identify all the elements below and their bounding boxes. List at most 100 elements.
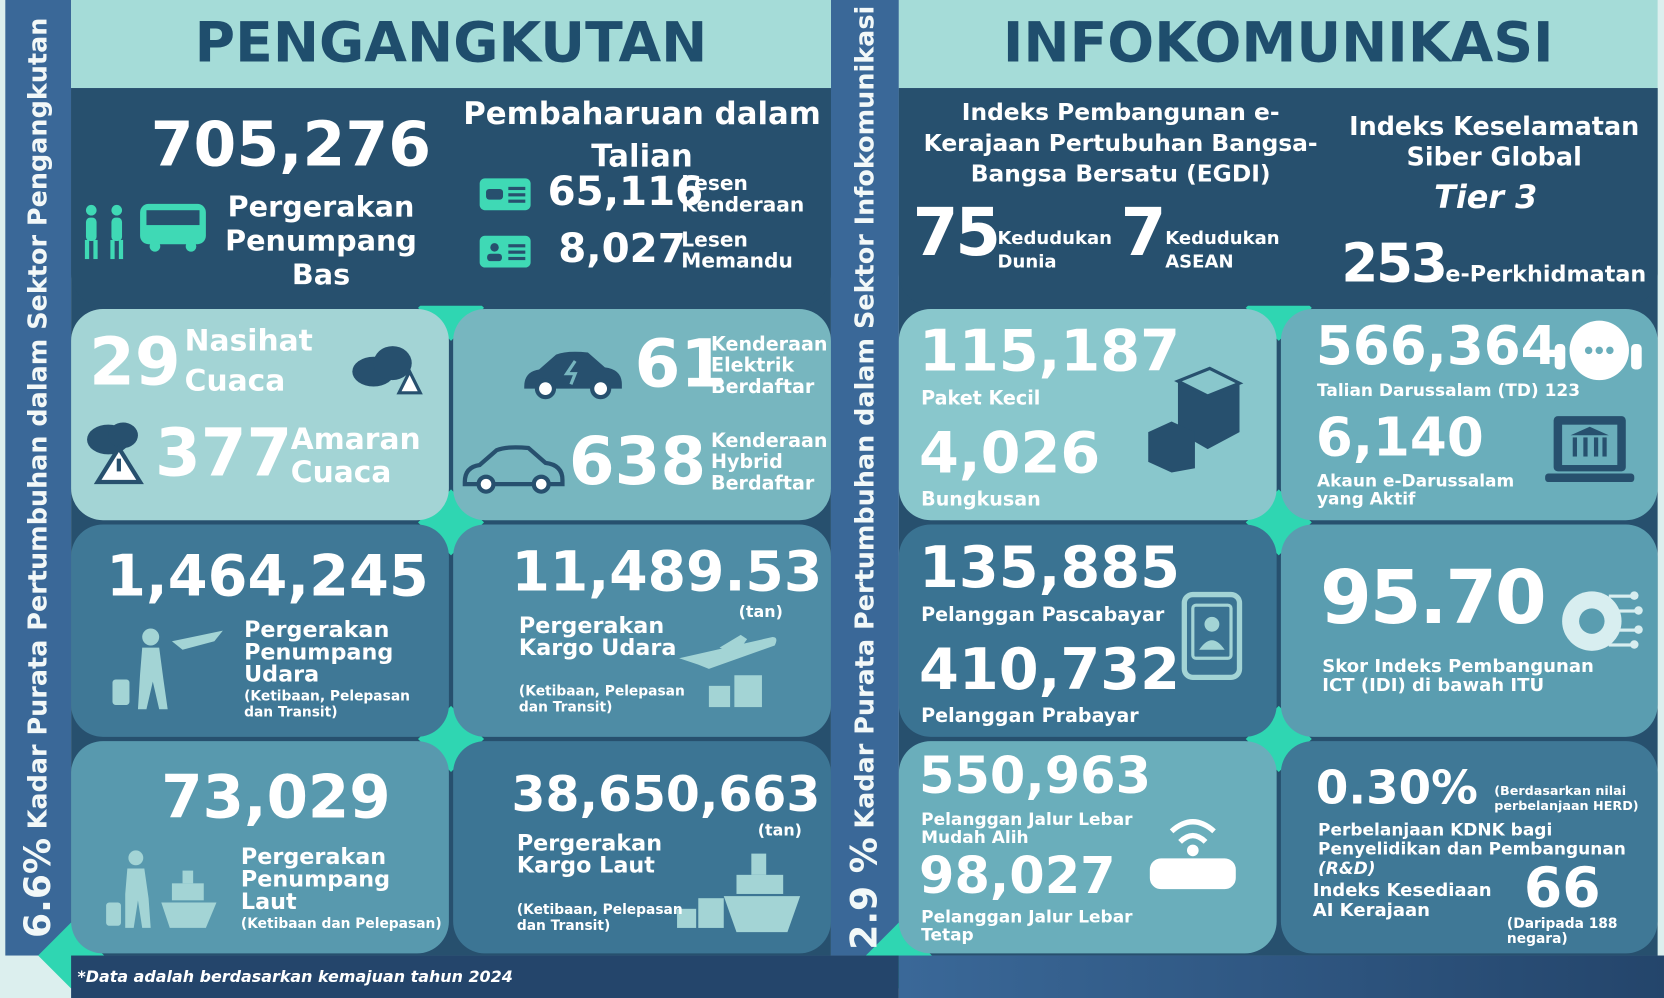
car-icon xyxy=(462,445,565,494)
stat-label: Kedudukan ASEAN xyxy=(1165,228,1280,273)
stat-value: 95.70 xyxy=(1320,554,1546,642)
stat-label: Pelanggan Jalur Lebar Mudah Alih xyxy=(921,809,1133,848)
stat-value: 65,116 xyxy=(547,167,704,215)
stat-value: 29 xyxy=(89,322,181,401)
stat-label: Lesen Memandu xyxy=(681,228,793,273)
stat-value: 98,027 xyxy=(919,846,1116,906)
ship-passenger-icon xyxy=(106,850,217,928)
stat-note: (Ketibaan, Pelepasan dan Transit) xyxy=(516,902,683,935)
sidebar xyxy=(5,0,72,956)
cell xyxy=(898,88,1658,306)
sidebar-value: 6.6% xyxy=(16,837,60,938)
stat-note: (Daripada 188 negara) xyxy=(1506,916,1618,948)
stat-label: Kenderaan Elektrik Berdaftar xyxy=(711,333,828,399)
stat-value: 410,732 xyxy=(919,635,1181,703)
cell xyxy=(453,524,831,737)
stat-label: Amaran Cuaca xyxy=(290,421,421,490)
footnote: *Data adalah berdasarkan kemajuan tahun … xyxy=(77,967,513,987)
section-title: Pembaharuan dalam Talian xyxy=(463,95,821,175)
stat-note: (Ketibaan, Pelepasan dan Transit) xyxy=(518,683,685,716)
header-band xyxy=(898,0,1658,89)
footer xyxy=(71,955,899,998)
helpdesk-icon xyxy=(1554,320,1642,381)
cell xyxy=(71,88,831,306)
stat-value: 115,187 xyxy=(919,317,1181,385)
cell xyxy=(898,741,1277,954)
stat-value: 705,276 xyxy=(150,108,432,181)
gear-icon xyxy=(1562,591,1643,651)
stat-note: (Ketibaan dan Pelepasan) xyxy=(240,916,442,933)
stat-label: Pergerakan Kargo Udara xyxy=(518,612,677,661)
stat-value: 73,029 xyxy=(161,763,391,833)
stat-value: 7 xyxy=(1120,193,1167,271)
parcel-icon xyxy=(1148,366,1244,473)
stat-note: (Berdasarkan nilai perbelanjaan HERD) xyxy=(1494,783,1639,814)
traveller-icon xyxy=(112,628,223,710)
header-title: INFOKOMUNIKASI xyxy=(1002,11,1554,76)
sidebar-text: 6.6% Kadar Purata Pertumbuhan dalam Sekto… xyxy=(6,17,70,938)
ship-cargo-icon xyxy=(677,853,801,933)
stat-label: Indeks Kesediaan AI Kerajaan xyxy=(1312,880,1492,922)
stat-value: 1,464,245 xyxy=(106,542,429,610)
stat-value: 38,650,663 xyxy=(511,765,821,823)
stat-label: Talian Darussalam (TD) 123 xyxy=(1316,380,1581,401)
stat-value: 8,027 xyxy=(558,225,686,272)
cargo-plane-icon xyxy=(679,634,777,708)
bus-icon xyxy=(84,203,206,260)
stat-value: 4,026 xyxy=(919,419,1101,487)
stat-label: Pelanggan Prabayar xyxy=(921,704,1139,728)
stat-label: Pergerakan Penumpang Laut xyxy=(240,844,391,915)
sidebar-value: 2.9 % xyxy=(843,837,887,950)
stat-value: 566,364 xyxy=(1315,315,1558,377)
footer xyxy=(898,955,1664,998)
router-icon xyxy=(1149,819,1236,890)
stat-label: Pergerakan Kargo Laut xyxy=(516,830,663,879)
stat-note: (Ketibaan, Pelepasan dan Transit) xyxy=(244,689,410,721)
sidebar-label: Kadar Purata Pertumbuhan dalam Sektor Pe… xyxy=(23,17,54,830)
sidebar xyxy=(830,0,899,956)
stat-value: 550,963 xyxy=(919,746,1152,806)
header-title: PENGANGKUTAN xyxy=(194,11,708,76)
stat-label: Akaun e-Darussalam yang Aktif xyxy=(1316,470,1515,509)
stat-label: Kedudukan Dunia xyxy=(997,228,1112,273)
stat-unit: (tan) xyxy=(757,820,802,840)
stat-value: 6,140 xyxy=(1315,406,1484,469)
stat-label: Bungkusan xyxy=(921,488,1041,511)
section-title: Indeks Keselamatan Siber Global xyxy=(1349,111,1640,172)
stat-label: Pelanggan Pascabayar xyxy=(921,604,1165,627)
sidebar-label: Kadar Purata Pertumbuhan dalam Sektor In… xyxy=(850,5,880,829)
cell xyxy=(71,308,449,521)
cloud-icon xyxy=(352,346,423,395)
cell xyxy=(1280,741,1658,954)
stat-label: Paket Kecil xyxy=(921,387,1041,410)
stat-value: 638 xyxy=(568,422,707,501)
laptop-icon xyxy=(1545,416,1635,483)
car-icon xyxy=(524,351,622,400)
licence-icon xyxy=(479,235,531,268)
stat-label: Nasihat Cuaca xyxy=(184,322,313,399)
stat-value: 135,885 xyxy=(919,534,1181,601)
stat-value: 61 xyxy=(634,324,727,403)
stat-label: Pelanggan Jalur Lebar Tetap xyxy=(921,906,1133,945)
stat-value: 0.30% xyxy=(1315,761,1478,816)
stat-unit: (tan) xyxy=(738,601,783,622)
sidebar-text: 2.9 % Kadar Purata Pertumbuhan dalam Sekt… xyxy=(833,6,897,950)
phone-icon xyxy=(1181,591,1243,681)
section-title: Indeks Pembangunan e-Kerajaan Pertubuhan… xyxy=(923,99,1318,188)
stat-label: e-Perkhidmatan xyxy=(1445,261,1647,287)
storm-icon xyxy=(87,422,144,485)
licence-icon xyxy=(479,178,531,211)
stat-label: Pergerakan Penumpang Udara xyxy=(244,616,394,687)
stat-value: 11,489.53 xyxy=(511,540,823,605)
stat-label: Kenderaan Hybrid Berdaftar xyxy=(711,429,828,495)
stat-label: Pergerakan Penumpang Bas xyxy=(225,191,417,292)
stat-label: Perbelanjaan KDNK bagi Penyelidikan dan … xyxy=(1318,819,1626,879)
tier-label: Tier 3 xyxy=(1434,179,1538,217)
stat-value: 253 xyxy=(1341,232,1448,295)
stat-value: 75 xyxy=(912,193,1001,271)
stat-label: Lesen Kenderaan xyxy=(681,171,805,217)
header-band xyxy=(71,0,831,89)
cell xyxy=(71,524,449,737)
stat-label: Skor Indeks Pembangunan ICT (IDI) di baw… xyxy=(1322,656,1594,697)
